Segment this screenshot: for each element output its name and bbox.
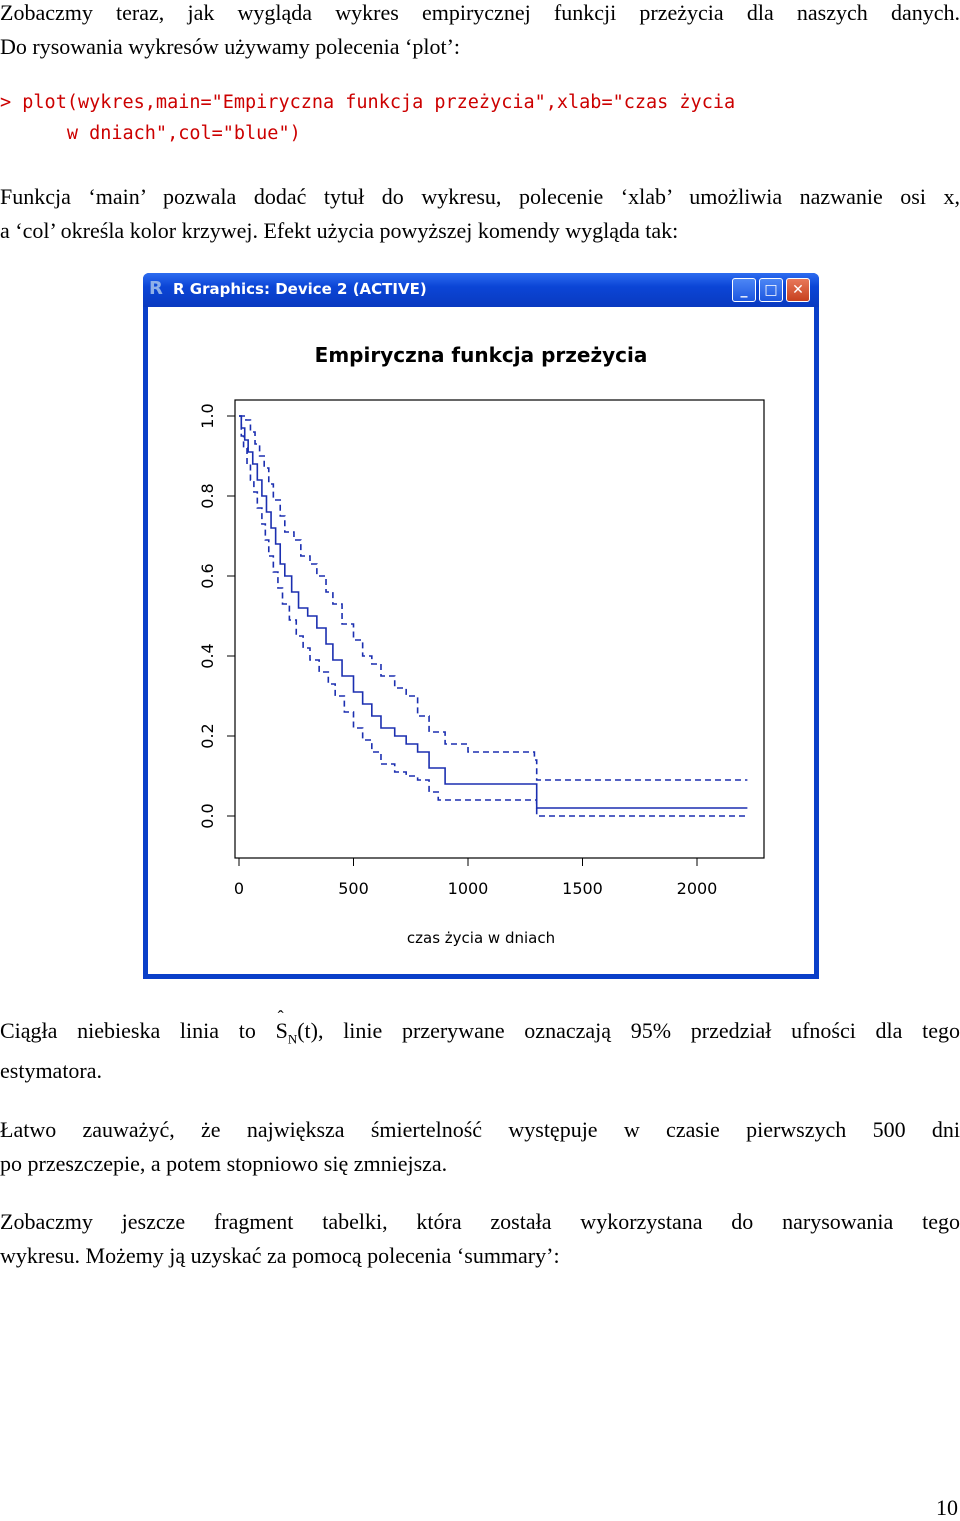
survival-chart: 0 500 1000 1500 2000 0.0 0.2 0.4 0.6 0.8 1.0 [198, 399, 765, 898]
window-title: R Graphics: Device 2 (ACTIVE) [173, 280, 427, 298]
x-tick-label-2: 1000 [448, 879, 489, 898]
after-line-1: Ciągła niebieska linia to ˆ SN(t), linie … [0, 1007, 960, 1056]
formula-sub: N [287, 1031, 298, 1047]
explain-line-1: Funkcja ‘main’ pozwala dodać tytuł do wy… [0, 184, 960, 209]
series-1-dashed-line [239, 415, 748, 781]
p2-line-1: Łatwo zauważyć, że największa śmiertelno… [0, 1117, 960, 1142]
x-tick-label-0: 0 [234, 879, 244, 898]
x-tick-label-1: 500 [338, 879, 369, 898]
r-logo-icon: R [149, 278, 163, 299]
formula-arg: (t) [297, 1018, 318, 1043]
maximize-button[interactable]: □ [759, 278, 783, 302]
plot-frame [234, 399, 765, 859]
y-tick-label-0: 0.0 [198, 803, 217, 828]
series-0-solid-line [239, 415, 748, 809]
after-line-1-a: Ciągła niebieska linia to [0, 1018, 256, 1043]
window-titlebar[interactable]: R R Graphics: Device 2 (ACTIVE) _ □ ✕ [143, 273, 819, 307]
x-axis-label: czas życia w dniach [406, 929, 556, 947]
estimator-formula: ˆ SN(t) [275, 1007, 318, 1056]
y-tick-label-4: 0.8 [198, 483, 217, 508]
code-line-2: w dniach",col="blue") [0, 123, 301, 144]
y-tick-label-1: 0.2 [198, 723, 217, 748]
x-tick-label-4: 2000 [677, 879, 718, 898]
x-tick-label-3: 1500 [562, 879, 603, 898]
formula-s: S [275, 1018, 288, 1043]
y-tick-label-3: 0.6 [198, 563, 217, 588]
explain-line-2: a ‘col’ określa kolor krzywej. Efekt uży… [0, 218, 679, 243]
y-tick-label-5: 1.0 [198, 403, 217, 428]
p3-line-1: Zobaczmy jeszcze fragment tabelki, która… [0, 1209, 960, 1234]
r-graphics-window: R R Graphics: Device 2 (ACTIVE) _ □ ✕ Em… [143, 273, 819, 979]
after-line-1-b: , linie przerywane oznaczają 95% przedzi… [317, 1018, 960, 1043]
after-line-2: estymatora. [0, 1058, 103, 1083]
intro-line-1: Zobaczmy teraz, jak wygląda wykres empir… [0, 0, 960, 25]
hat-symbol: ˆ [277, 1007, 284, 1027]
chart-title: Empiryczna funkcja przeżycia [314, 343, 648, 367]
intro-line-2: Do rysowania wykresów używamy polecenia … [0, 34, 461, 59]
y-tick-label-2: 0.4 [198, 643, 217, 668]
close-button[interactable]: ✕ [786, 278, 810, 302]
plot-area: Empiryczna funkcja przeżycia 0 500 1000 150… [148, 307, 814, 974]
page-number: 10 [936, 1495, 958, 1520]
minimize-button[interactable]: _ [732, 278, 756, 302]
series-2-dashed-line [239, 415, 748, 817]
code-line-1: > plot(wykres,main="Empiryczna funkcja p… [0, 92, 736, 113]
p3-line-2: wykresu. Możemy ją uzyskać za pomocą pol… [0, 1243, 560, 1268]
p2-line-2: po przeszczepie, a potem stopniowo się z… [0, 1151, 448, 1176]
